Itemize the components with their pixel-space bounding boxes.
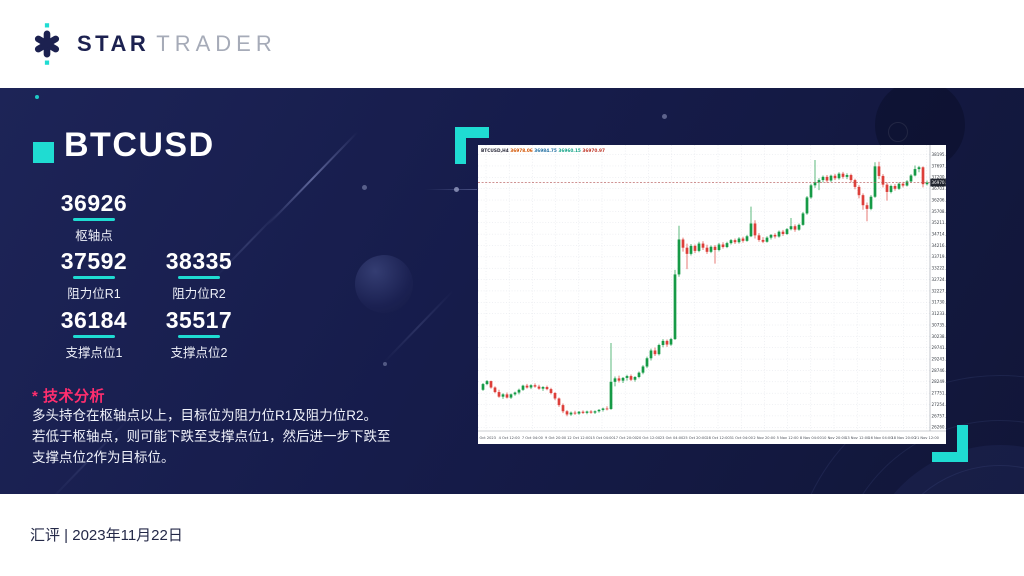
pivot-value: 36926	[60, 190, 128, 216]
svg-text:26757.30: 26757.30	[932, 413, 947, 418]
accent-underline	[73, 218, 115, 221]
svg-text:25 Oct 20:00: 25 Oct 20:00	[683, 436, 707, 440]
svg-text:35708.70: 35708.70	[932, 209, 947, 214]
svg-text:7 Oct 04:00: 7 Oct 04:00	[522, 436, 544, 440]
svg-text:36970.97: 36970.97	[932, 180, 947, 185]
support1-block: 36184 支撑点位1	[33, 308, 155, 361]
diagonal-streak	[266, 131, 358, 227]
footer-bar: 汇评 | 2023年11月22日	[0, 494, 1024, 576]
title-bullet-square	[33, 142, 54, 163]
svg-text:17 Oct 20:00: 17 Oct 20:00	[613, 436, 637, 440]
accent-underline	[178, 276, 220, 279]
analysis-text: 多头持仓在枢轴点以上，目标位为阻力位R1及阻力位R2。 若低于枢轴点，则可能下跌…	[32, 405, 424, 468]
analysis-line: 若低于枢轴点，则可能下跌至支撑点位1，然后进一步下跌至	[32, 429, 391, 444]
svg-text:13 Nov 12:00: 13 Nov 12:00	[845, 436, 870, 440]
svg-text:28249.20: 28249.20	[932, 379, 947, 384]
dot	[454, 187, 459, 192]
svg-text:23 Oct 04:00: 23 Oct 04:00	[660, 436, 684, 440]
svg-text:4 Oct 12:00: 4 Oct 12:00	[499, 436, 521, 440]
star-logo-icon	[34, 23, 60, 65]
pivot-value: 37592	[60, 248, 128, 274]
svg-text:27254.60: 27254.60	[932, 402, 947, 407]
svg-text:30238.40: 30238.40	[932, 334, 947, 339]
svg-text:34216.80: 34216.80	[932, 243, 947, 248]
pivot-label: 阻力位R1	[67, 286, 121, 301]
accent-underline	[73, 276, 115, 279]
svg-text:32227.60: 32227.60	[932, 288, 947, 293]
svg-text:37697.90: 37697.90	[932, 163, 947, 168]
accent-underline	[178, 335, 220, 338]
svg-text:29243.80: 29243.80	[932, 356, 947, 361]
resistance2-block: 38335 阻力位R2	[138, 249, 260, 302]
svg-text:33222.20: 33222.20	[932, 266, 947, 271]
brand-logo: STAR TRADER	[30, 20, 277, 68]
svg-text:9 Oct 20:00: 9 Oct 20:00	[545, 436, 567, 440]
corner-bracket-bottom-right	[932, 425, 968, 462]
footer-caption: 汇评 | 2023年11月22日	[30, 527, 183, 544]
svg-text:8 Nov 04:00: 8 Nov 04:00	[800, 436, 823, 440]
btcusd-candlestick-chart: 38195.20 37697.90 37200.60 36703.30 36206.00…	[478, 145, 946, 444]
svg-text:36206.00: 36206.00	[932, 197, 947, 202]
svg-text:33719.50: 33719.50	[932, 254, 947, 259]
analysis-heading: * 技术分析	[32, 388, 106, 405]
pivot-value: 38335	[165, 248, 233, 274]
svg-text:16 Nov 04:00: 16 Nov 04:00	[868, 436, 893, 440]
support2-block: 35517 支撑点位2	[138, 308, 260, 361]
svg-text:27751.90: 27751.90	[932, 391, 947, 396]
svg-text:21 Nov 12:00: 21 Nov 12:00	[915, 436, 940, 440]
circle-outline	[888, 122, 908, 142]
svg-text:10 Nov 20:00: 10 Nov 20:00	[822, 436, 847, 440]
svg-text:12 Oct 12:00: 12 Oct 12:00	[567, 436, 591, 440]
svg-text:20 Oct 12:00: 20 Oct 12:00	[637, 436, 661, 440]
pivot-label: 枢轴点	[75, 228, 113, 243]
svg-text:4 Oct 2023: 4 Oct 2023	[478, 436, 496, 440]
diagonal-streak	[382, 290, 454, 364]
svg-text:29741.10: 29741.10	[932, 345, 947, 350]
pair-title: BTCUSD	[64, 126, 215, 164]
svg-text:BTCUSD,H4 36978.06 36984.75 36: BTCUSD,H4 36978.06 36984.75 36960.15 369…	[481, 148, 606, 154]
accent-dot	[35, 95, 39, 99]
svg-text:38195.20: 38195.20	[932, 152, 947, 157]
svg-text:35211.40: 35211.40	[932, 220, 947, 225]
dot	[662, 114, 667, 119]
pivot-point-block: 36926 枢轴点	[33, 191, 155, 244]
svg-text:36703.30: 36703.30	[932, 186, 947, 191]
svg-text:28746.50: 28746.50	[932, 368, 947, 373]
svg-text:31233.00: 31233.00	[932, 311, 947, 316]
svg-text:26260.00: 26260.00	[932, 425, 947, 430]
pivot-label: 支撑点位1	[65, 345, 123, 360]
dot	[383, 362, 387, 366]
accent-underline	[73, 335, 115, 338]
pivot-value: 36184	[60, 307, 128, 333]
svg-text:18 Nov 20:00: 18 Nov 20:00	[891, 436, 916, 440]
svg-text:2 Nov 20:00: 2 Nov 20:00	[753, 436, 776, 440]
analysis-line: 多头持仓在枢轴点以上，目标位为阻力位R1及阻力位R2。	[32, 408, 378, 423]
sphere	[355, 255, 413, 313]
brand-name-star: STAR	[77, 31, 150, 56]
brand-name-trader: TRADER	[156, 31, 277, 56]
dot	[362, 185, 367, 190]
corner-bracket-top-left	[455, 127, 489, 164]
horizontal-line	[425, 189, 477, 190]
svg-text:32724.90: 32724.90	[932, 277, 947, 282]
svg-text:5 Nov 12:00: 5 Nov 12:00	[777, 436, 800, 440]
svg-text:31 Oct 04:00: 31 Oct 04:00	[729, 436, 753, 440]
pivot-label: 支撑点位2	[170, 345, 228, 360]
wave-ring	[880, 465, 1024, 494]
analysis-line: 支撑点位2作为目标位。	[32, 450, 175, 465]
top-bar: STAR TRADER	[0, 0, 1024, 88]
resistance1-block: 37592 阻力位R1	[33, 249, 155, 302]
svg-text:34714.10: 34714.10	[932, 232, 947, 237]
svg-text:15 Oct 04:00: 15 Oct 04:00	[590, 436, 614, 440]
svg-text:28 Oct 12:00: 28 Oct 12:00	[706, 436, 730, 440]
pivot-value: 35517	[165, 307, 233, 333]
pivot-label: 阻力位R2	[172, 286, 226, 301]
svg-text:37200.60: 37200.60	[932, 175, 947, 180]
svg-text:30735.70: 30735.70	[932, 322, 947, 327]
svg-text:31730.30: 31730.30	[932, 300, 947, 305]
